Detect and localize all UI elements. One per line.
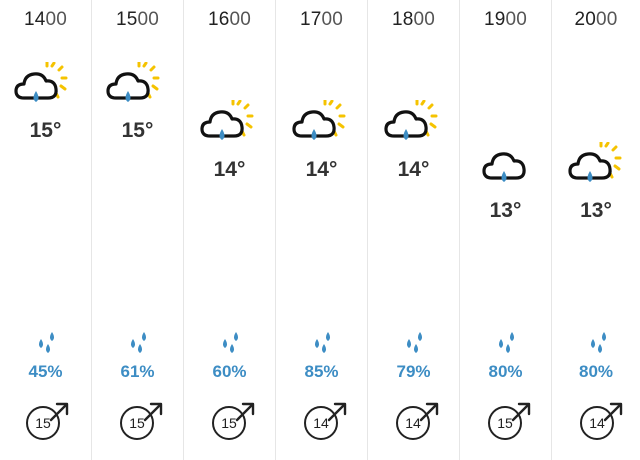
temperature: 13° bbox=[489, 199, 522, 222]
hour-label: 2000 bbox=[574, 9, 618, 30]
temperature: 14° bbox=[213, 158, 246, 181]
temperature: 15° bbox=[121, 119, 154, 142]
cloud-rain-icon bbox=[482, 152, 526, 182]
wind-indicator: 15 bbox=[488, 402, 532, 444]
wind-speed: 14 bbox=[304, 406, 338, 440]
raindrops-icon bbox=[39, 332, 54, 353]
raindrops-icon bbox=[499, 332, 514, 353]
wind-speed: 15 bbox=[26, 406, 60, 440]
precipitation-chance: 79% bbox=[396, 362, 431, 381]
hour-column[interactable]: 1400 15° 45% 15 bbox=[0, 0, 92, 460]
wind-speed: 14 bbox=[396, 406, 430, 440]
hour-column[interactable]: 1800 14° 79% 14 bbox=[368, 0, 460, 460]
arrow-up-right-icon bbox=[235, 402, 255, 422]
hour-column[interactable]: 2000 13° 80% 14 bbox=[552, 0, 640, 460]
hour-column[interactable]: 1700 14° 85% 14 bbox=[276, 0, 368, 460]
hour-label: 1400 bbox=[23, 9, 68, 30]
precipitation-chance: 60% bbox=[212, 362, 247, 381]
hour-label: 1900 bbox=[483, 9, 528, 30]
arrow-up-right-icon bbox=[327, 402, 347, 422]
precipitation-chance: 45% bbox=[28, 362, 63, 381]
wind-indicator: 15 bbox=[26, 402, 70, 444]
arrow-up-right-icon bbox=[49, 402, 69, 422]
sunny-intervals-rain-icon bbox=[568, 142, 622, 182]
arrow-up-right-icon bbox=[603, 402, 623, 422]
temperature: 14° bbox=[305, 158, 338, 181]
hour-column[interactable]: 1900 13° 80% 15 bbox=[460, 0, 552, 460]
temperature: 13° bbox=[580, 199, 612, 222]
temperature: 15° bbox=[29, 119, 62, 142]
sunny-intervals-rain-icon bbox=[14, 62, 68, 102]
raindrops-icon bbox=[407, 332, 422, 353]
wind-speed: 15 bbox=[488, 406, 522, 440]
hour-label: 1600 bbox=[207, 9, 252, 30]
wind-speed: 15 bbox=[120, 406, 154, 440]
hour-label: 1800 bbox=[391, 9, 436, 30]
raindrops-icon bbox=[131, 332, 146, 353]
hour-label: 1500 bbox=[115, 9, 160, 30]
precipitation-chance: 85% bbox=[304, 362, 339, 381]
sunny-intervals-rain-icon bbox=[200, 100, 254, 140]
wind-speed: 14 bbox=[580, 406, 614, 440]
hour-column[interactable]: 1500 15° 61% 15 bbox=[92, 0, 184, 460]
hour-column[interactable]: 1600 14° 60% 15 bbox=[184, 0, 276, 460]
arrow-up-right-icon bbox=[419, 402, 439, 422]
wind-indicator: 14 bbox=[580, 402, 624, 444]
hour-label: 1700 bbox=[299, 9, 344, 30]
raindrops-icon bbox=[591, 332, 606, 353]
arrow-up-right-icon bbox=[511, 402, 531, 422]
raindrops-icon bbox=[315, 332, 330, 353]
wind-indicator: 14 bbox=[396, 402, 440, 444]
sunny-intervals-rain-icon bbox=[106, 62, 160, 102]
raindrops-icon bbox=[223, 332, 238, 353]
temperature: 14° bbox=[397, 158, 430, 181]
wind-indicator: 14 bbox=[304, 402, 348, 444]
wind-speed: 15 bbox=[212, 406, 246, 440]
sunny-intervals-rain-icon bbox=[384, 100, 438, 140]
wind-indicator: 15 bbox=[120, 402, 164, 444]
wind-indicator: 15 bbox=[212, 402, 256, 444]
precipitation-chance: 80% bbox=[578, 362, 614, 381]
precipitation-chance: 61% bbox=[120, 362, 155, 381]
precipitation-chance: 80% bbox=[488, 362, 523, 381]
sunny-intervals-rain-icon bbox=[292, 100, 346, 140]
arrow-up-right-icon bbox=[143, 402, 163, 422]
